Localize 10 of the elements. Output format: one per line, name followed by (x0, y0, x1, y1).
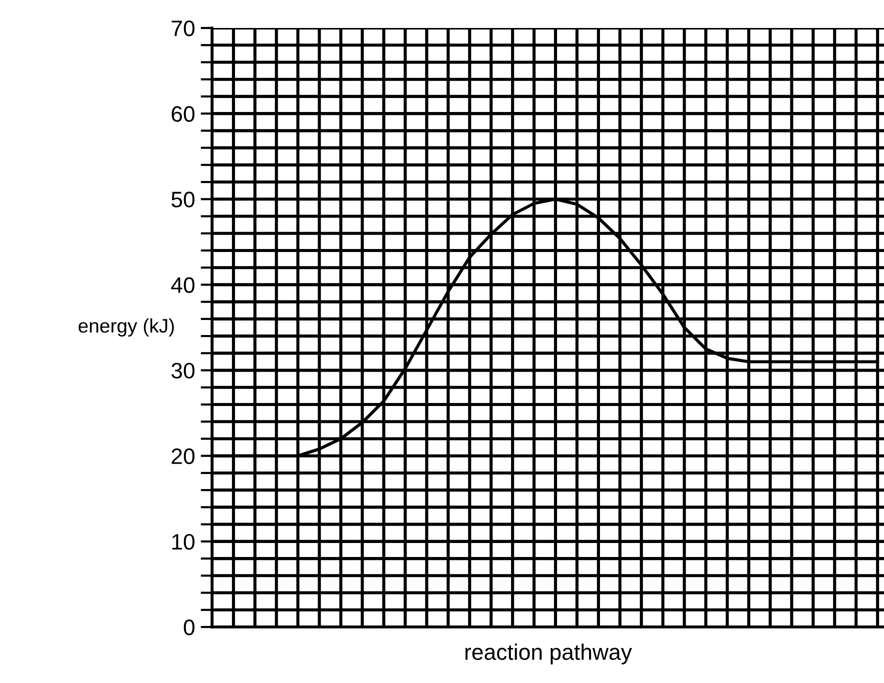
y-tick-label: 70 (172, 20, 194, 36)
y-tick-label: 50 (172, 192, 194, 208)
y-tick-label: 60 (172, 106, 194, 122)
y-tick-label: 30 (171, 362, 194, 379)
y-tick-label: 0 (184, 620, 194, 636)
y-tick-label: 40 (171, 277, 194, 293)
y-tick-label: 10 (172, 534, 194, 550)
y-tick-label: 20 (172, 448, 194, 464)
x-axis-title: reaction pathway (465, 644, 632, 664)
y-axis-title: energy (kJ) (78, 318, 174, 337)
